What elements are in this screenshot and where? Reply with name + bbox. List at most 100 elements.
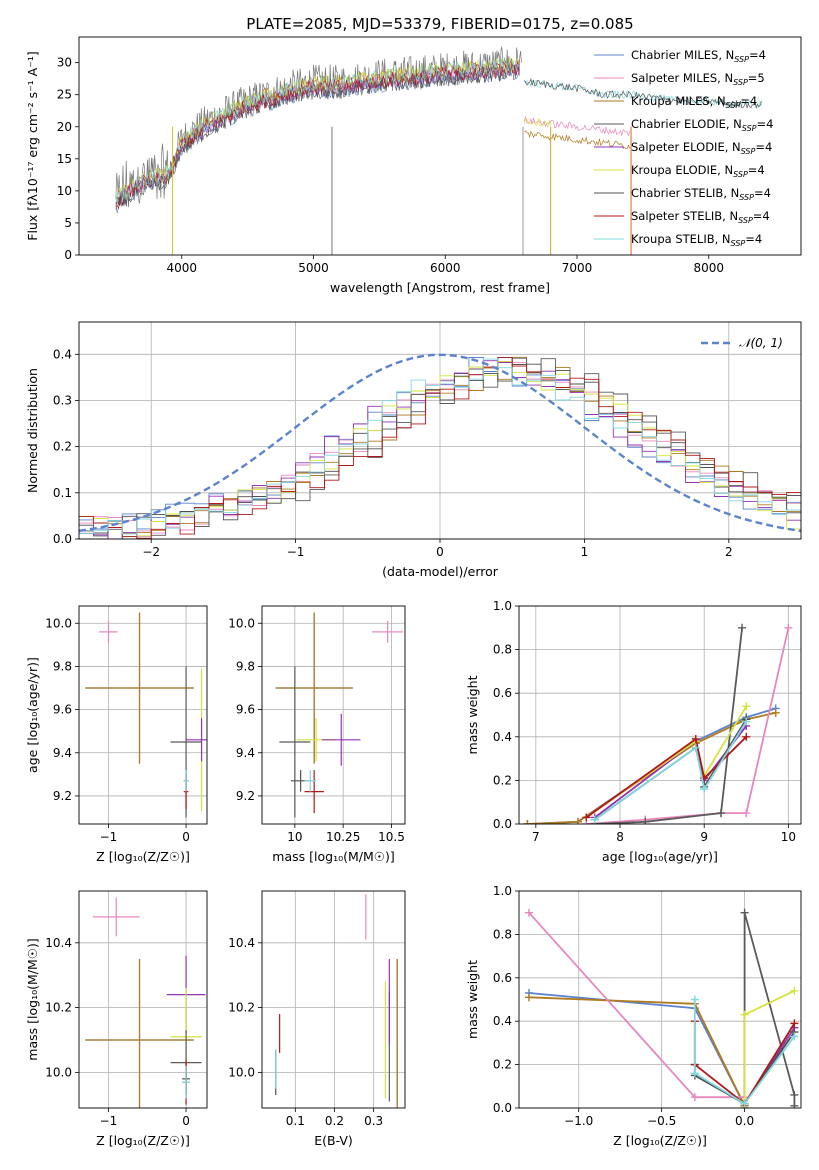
x-tick-label: −0.5 bbox=[647, 1114, 676, 1128]
x-axis-label: Z [log₁₀(Z/Z☉)] bbox=[96, 849, 190, 864]
weight-point-marker bbox=[740, 908, 749, 917]
y-tick-label: 10.0 bbox=[228, 616, 255, 630]
y-tick-label: 15 bbox=[57, 152, 72, 166]
x-tick-label: −1 bbox=[100, 1114, 118, 1128]
weight-point-marker bbox=[742, 809, 751, 818]
weight-point-marker bbox=[641, 817, 650, 824]
x-axis-label: age [log₁₀(age/yr)] bbox=[602, 849, 718, 864]
y-axis-label: mass weight bbox=[465, 675, 480, 754]
legend-entry: Chabrier MILES, NSSP=4 bbox=[631, 48, 766, 64]
weight-series-line bbox=[594, 627, 743, 824]
y-tick-label: 30 bbox=[57, 56, 72, 70]
legend-entry: Salpeter MILES, NSSP=5 bbox=[631, 71, 765, 87]
weight-point-marker bbox=[700, 785, 709, 794]
spectrum-model-line bbox=[115, 60, 520, 206]
y-tick-label: 0.3 bbox=[53, 393, 72, 407]
axes-frame bbox=[78, 321, 802, 540]
residual-histogram-line bbox=[79, 357, 801, 539]
plot-area-age-vs-mass bbox=[275, 612, 404, 818]
spectrum-model-line bbox=[115, 57, 520, 207]
weight-point-marker bbox=[524, 908, 533, 917]
weight-point-marker bbox=[524, 993, 533, 1002]
x-tick-label: 4000 bbox=[166, 261, 197, 275]
weight-point-marker bbox=[691, 734, 700, 743]
x-tick-label: 8 bbox=[616, 830, 624, 844]
x-tick-label: 0 bbox=[436, 545, 444, 559]
y-tick-label: 1.0 bbox=[493, 599, 512, 613]
y-axis-label: mass weight bbox=[465, 960, 480, 1039]
weight-series-line bbox=[528, 996, 746, 1107]
weight-series-line bbox=[585, 736, 747, 819]
weight-point-marker bbox=[790, 1032, 799, 1041]
weight-series-line bbox=[527, 707, 776, 824]
weight-point-marker bbox=[790, 1019, 799, 1028]
x-axis-label: (data-model)/error bbox=[382, 564, 499, 579]
axes-age-vs-Z: −1 0 9.2 9.4 9.6 9.8 10.0 Z [log₁₀(Z/Z☉)] age [l… bbox=[25, 605, 208, 864]
weight-point-marker bbox=[742, 717, 751, 726]
x-axis-label: wavelength [Angstrom, rest frame] bbox=[330, 280, 550, 295]
figure-title: PLATE=2085, MJD=53379, FIBERID=0175, z=0… bbox=[246, 15, 633, 33]
plot-area-mass-vs-ebv bbox=[275, 894, 398, 1108]
plot-area-weight-vs-Z bbox=[524, 908, 799, 1108]
axes-frame bbox=[78, 890, 208, 1109]
y-axis-label: mass [log₁₀(M/M☉)] bbox=[25, 938, 40, 1060]
x-axis-label: Z [log₁₀(Z/Z☉)] bbox=[613, 1133, 707, 1148]
weight-point-marker bbox=[690, 1069, 699, 1078]
spectrum-model-line bbox=[115, 64, 520, 207]
weight-series-line bbox=[743, 912, 796, 1108]
axes-age-vs-mass: 10 10.25 10.5 9.2 9.4 9.6 9.8 10.0 mass [log₁₀(M… bbox=[228, 605, 406, 864]
x-tick-label: 10.25 bbox=[326, 830, 360, 844]
x-tick-label: −1 bbox=[100, 830, 118, 844]
axes-weight-vs-age: 7 8 9 10 0.0 0.2 0.4 0.6 0.8 1.0 age [log₁₀(age/yr… bbox=[465, 599, 802, 864]
weight-point-marker bbox=[523, 820, 532, 824]
x-tick-label: 10 bbox=[781, 830, 796, 844]
axes-frame bbox=[518, 890, 802, 1109]
weight-point-marker bbox=[740, 1099, 749, 1108]
weight-point-marker bbox=[771, 708, 780, 717]
axes-frame bbox=[78, 36, 802, 256]
weight-point-marker bbox=[740, 1010, 749, 1019]
y-tick-label: 0.6 bbox=[493, 686, 512, 700]
plot-area-age-vs-Z bbox=[85, 612, 207, 818]
y-tick-label: 1.0 bbox=[493, 884, 512, 898]
x-tick-label: 7000 bbox=[562, 261, 593, 275]
x-axis-label: mass [log₁₀(M/M☉)] bbox=[272, 849, 394, 864]
weight-point-marker bbox=[573, 817, 582, 824]
x-tick-label: −1.0 bbox=[564, 1114, 593, 1128]
x-tick-label: 5000 bbox=[298, 261, 329, 275]
y-tick-label: 0.0 bbox=[493, 817, 512, 831]
legend-entry: Kroupa ELODIE, NSSP=4 bbox=[631, 163, 765, 179]
axes-mass-vs-ebv: 0.1 0.2 0.3 10.0 10.2 10.4 E(B-V) bbox=[228, 890, 406, 1148]
weight-point-marker bbox=[742, 732, 751, 741]
x-tick-label: 0.3 bbox=[364, 1114, 383, 1128]
legend-entry: 𝒩(0, 1) bbox=[739, 336, 783, 350]
axes-frame bbox=[518, 605, 802, 825]
y-tick-label: 10.2 bbox=[228, 1001, 255, 1015]
y-tick-label: 9.2 bbox=[236, 789, 255, 803]
y-tick-label: 0.2 bbox=[53, 440, 72, 454]
weight-series-line bbox=[693, 999, 796, 1105]
y-tick-label: 9.4 bbox=[53, 746, 72, 760]
weight-point-marker bbox=[690, 1093, 699, 1102]
spectrum-model-line bbox=[115, 57, 520, 199]
x-tick-label: 8000 bbox=[694, 261, 725, 275]
spectrum-tail-line bbox=[523, 118, 552, 129]
y-tick-label: 0.2 bbox=[493, 773, 512, 787]
y-tick-label: 10.4 bbox=[45, 936, 72, 950]
legend-entry: Chabrier ELODIE, NSSP=4 bbox=[631, 117, 773, 133]
y-tick-label: 5 bbox=[64, 216, 72, 230]
residual-histogram-line bbox=[79, 361, 801, 538]
weight-point-marker bbox=[790, 1101, 799, 1108]
x-tick-label: 0 bbox=[182, 1114, 190, 1128]
y-tick-label: 0.8 bbox=[493, 927, 512, 941]
weight-series-line bbox=[594, 718, 748, 821]
weight-point-marker bbox=[784, 623, 793, 632]
y-tick-label: 10.2 bbox=[45, 1001, 72, 1015]
x-tick-label: 6000 bbox=[430, 261, 461, 275]
weight-series-line bbox=[594, 721, 748, 821]
y-tick-label: 9.2 bbox=[53, 789, 72, 803]
spectrum-model-line bbox=[115, 64, 520, 210]
y-tick-label: 0.4 bbox=[493, 730, 512, 744]
weight-point-marker bbox=[690, 995, 699, 1004]
y-tick-label: 0.4 bbox=[493, 1014, 512, 1028]
